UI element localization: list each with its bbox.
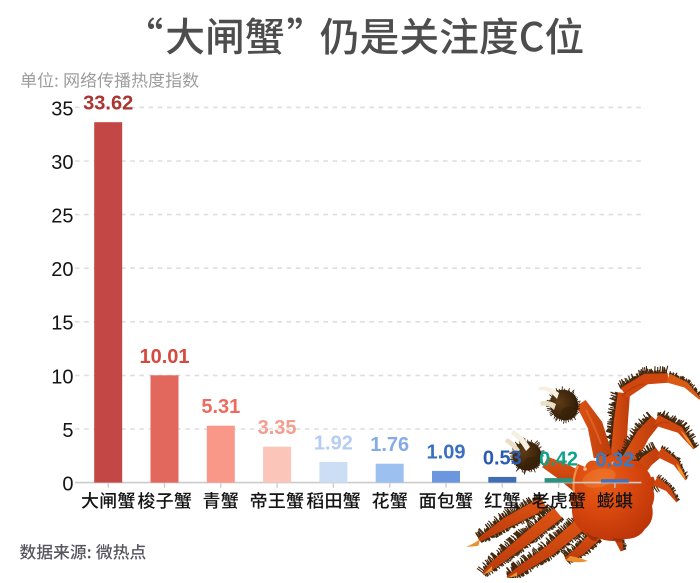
- svg-text:35: 35: [51, 98, 73, 120]
- svg-text:20: 20: [51, 259, 73, 281]
- svg-text:1.09: 1.09: [427, 441, 466, 463]
- svg-text:1.92: 1.92: [314, 433, 353, 455]
- svg-text:0.32: 0.32: [595, 450, 634, 472]
- svg-text:33.62: 33.62: [83, 93, 133, 115]
- svg-text:10: 10: [51, 366, 73, 388]
- svg-text:0.42: 0.42: [539, 449, 578, 471]
- svg-text:5.31: 5.31: [201, 396, 240, 418]
- svg-text:0: 0: [62, 474, 73, 496]
- svg-text:5: 5: [62, 420, 73, 442]
- svg-text:30: 30: [51, 152, 73, 174]
- svg-text:3.35: 3.35: [258, 417, 297, 439]
- svg-text:10.01: 10.01: [139, 346, 189, 368]
- svg-text:15: 15: [51, 313, 73, 335]
- svg-text:1.76: 1.76: [370, 434, 409, 456]
- svg-text:0.53: 0.53: [483, 447, 522, 469]
- svg-text:25: 25: [51, 206, 73, 228]
